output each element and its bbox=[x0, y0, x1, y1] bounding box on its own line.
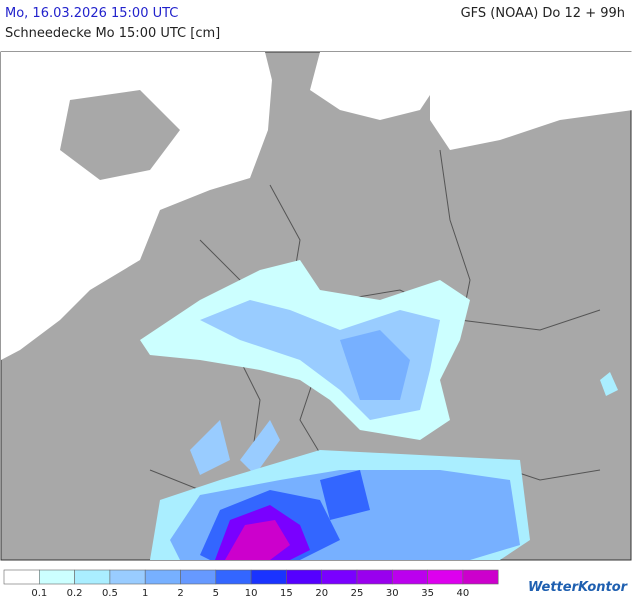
legend-label: 30 bbox=[386, 588, 399, 599]
legend-swatch bbox=[462, 569, 499, 585]
land-uk bbox=[60, 90, 180, 180]
legend-label: 1 bbox=[142, 588, 148, 599]
baltic-east bbox=[430, 52, 633, 150]
legend-label: 0.1 bbox=[31, 588, 47, 599]
legend-label: 2 bbox=[177, 588, 183, 599]
baltic bbox=[310, 52, 440, 120]
legend-swatch bbox=[180, 569, 217, 585]
datetime: Mo, 16.03.2026 15:00 UTC bbox=[5, 6, 179, 21]
legend-swatch bbox=[321, 569, 358, 585]
model-run: GFS (NOAA) Do 12 + 99h bbox=[460, 6, 625, 21]
legend-swatch bbox=[109, 569, 146, 585]
legend-label: 0.2 bbox=[67, 588, 83, 599]
legend-swatch bbox=[74, 569, 111, 585]
legend: 0.1 0.2 0.5 1 2 5 10 15 20 25 30 35 40 bbox=[3, 569, 499, 599]
snow-cover bbox=[140, 260, 618, 560]
legend-swatch bbox=[286, 569, 322, 585]
subtitle: Schneedecke Mo 15:00 UTC [cm] bbox=[5, 26, 221, 41]
legend-label: 10 bbox=[245, 588, 258, 599]
legend-swatch bbox=[250, 569, 287, 585]
legend-label: 35 bbox=[421, 588, 434, 599]
legend-swatch bbox=[144, 569, 181, 585]
legend-label: 5 bbox=[213, 588, 219, 599]
legend-label: 40 bbox=[457, 588, 470, 599]
legend-label: 15 bbox=[280, 588, 293, 599]
legend-label: 25 bbox=[351, 588, 364, 599]
legend-swatch bbox=[3, 569, 40, 585]
legend-label: 20 bbox=[315, 588, 328, 599]
logo: WetterKontor bbox=[528, 580, 629, 595]
legend-swatch bbox=[38, 569, 75, 585]
legend-swatch bbox=[215, 569, 252, 585]
legend-label: 0.5 bbox=[102, 588, 118, 599]
legend-swatch bbox=[356, 569, 393, 585]
legend-swatch bbox=[391, 569, 428, 585]
legend-swatch bbox=[427, 569, 464, 585]
